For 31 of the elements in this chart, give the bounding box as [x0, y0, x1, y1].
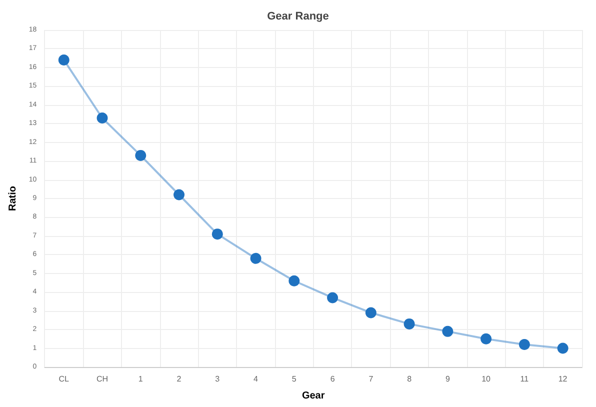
- x-tick-label: CH: [96, 374, 108, 384]
- x-tick-label: 2: [176, 374, 182, 384]
- x-axis-title: Gear: [302, 390, 325, 402]
- x-tick-label: 11: [520, 374, 530, 384]
- x-tick-label: CL: [58, 374, 70, 384]
- x-tick-label: 12: [558, 374, 568, 384]
- point: [404, 318, 415, 330]
- x-tick-label: 4: [254, 374, 259, 384]
- x-tick-label: 8: [407, 374, 412, 384]
- point: [174, 189, 185, 200]
- x-tick-label: 10: [482, 374, 492, 384]
- point: [442, 326, 454, 337]
- point: [288, 275, 300, 286]
- point: [250, 252, 262, 264]
- x-tick-label: 7: [368, 374, 374, 384]
- x-tick-label: 5: [292, 374, 297, 384]
- point: [96, 112, 108, 124]
- chart-title: Gear Range: [267, 10, 329, 22]
- point: [135, 150, 146, 161]
- x-tick-label: 6: [330, 374, 336, 384]
- point: [557, 342, 568, 354]
- point: [518, 339, 530, 350]
- x-tick-label: 1: [138, 374, 144, 384]
- point: [58, 54, 70, 66]
- y-axis-title: Ratio: [8, 186, 18, 211]
- x-tick-label: 9: [445, 374, 450, 384]
- point: [480, 333, 492, 344]
- point: [327, 292, 338, 304]
- point: [365, 307, 376, 318]
- x-tick-label: 3: [215, 374, 220, 384]
- point: [212, 228, 223, 240]
